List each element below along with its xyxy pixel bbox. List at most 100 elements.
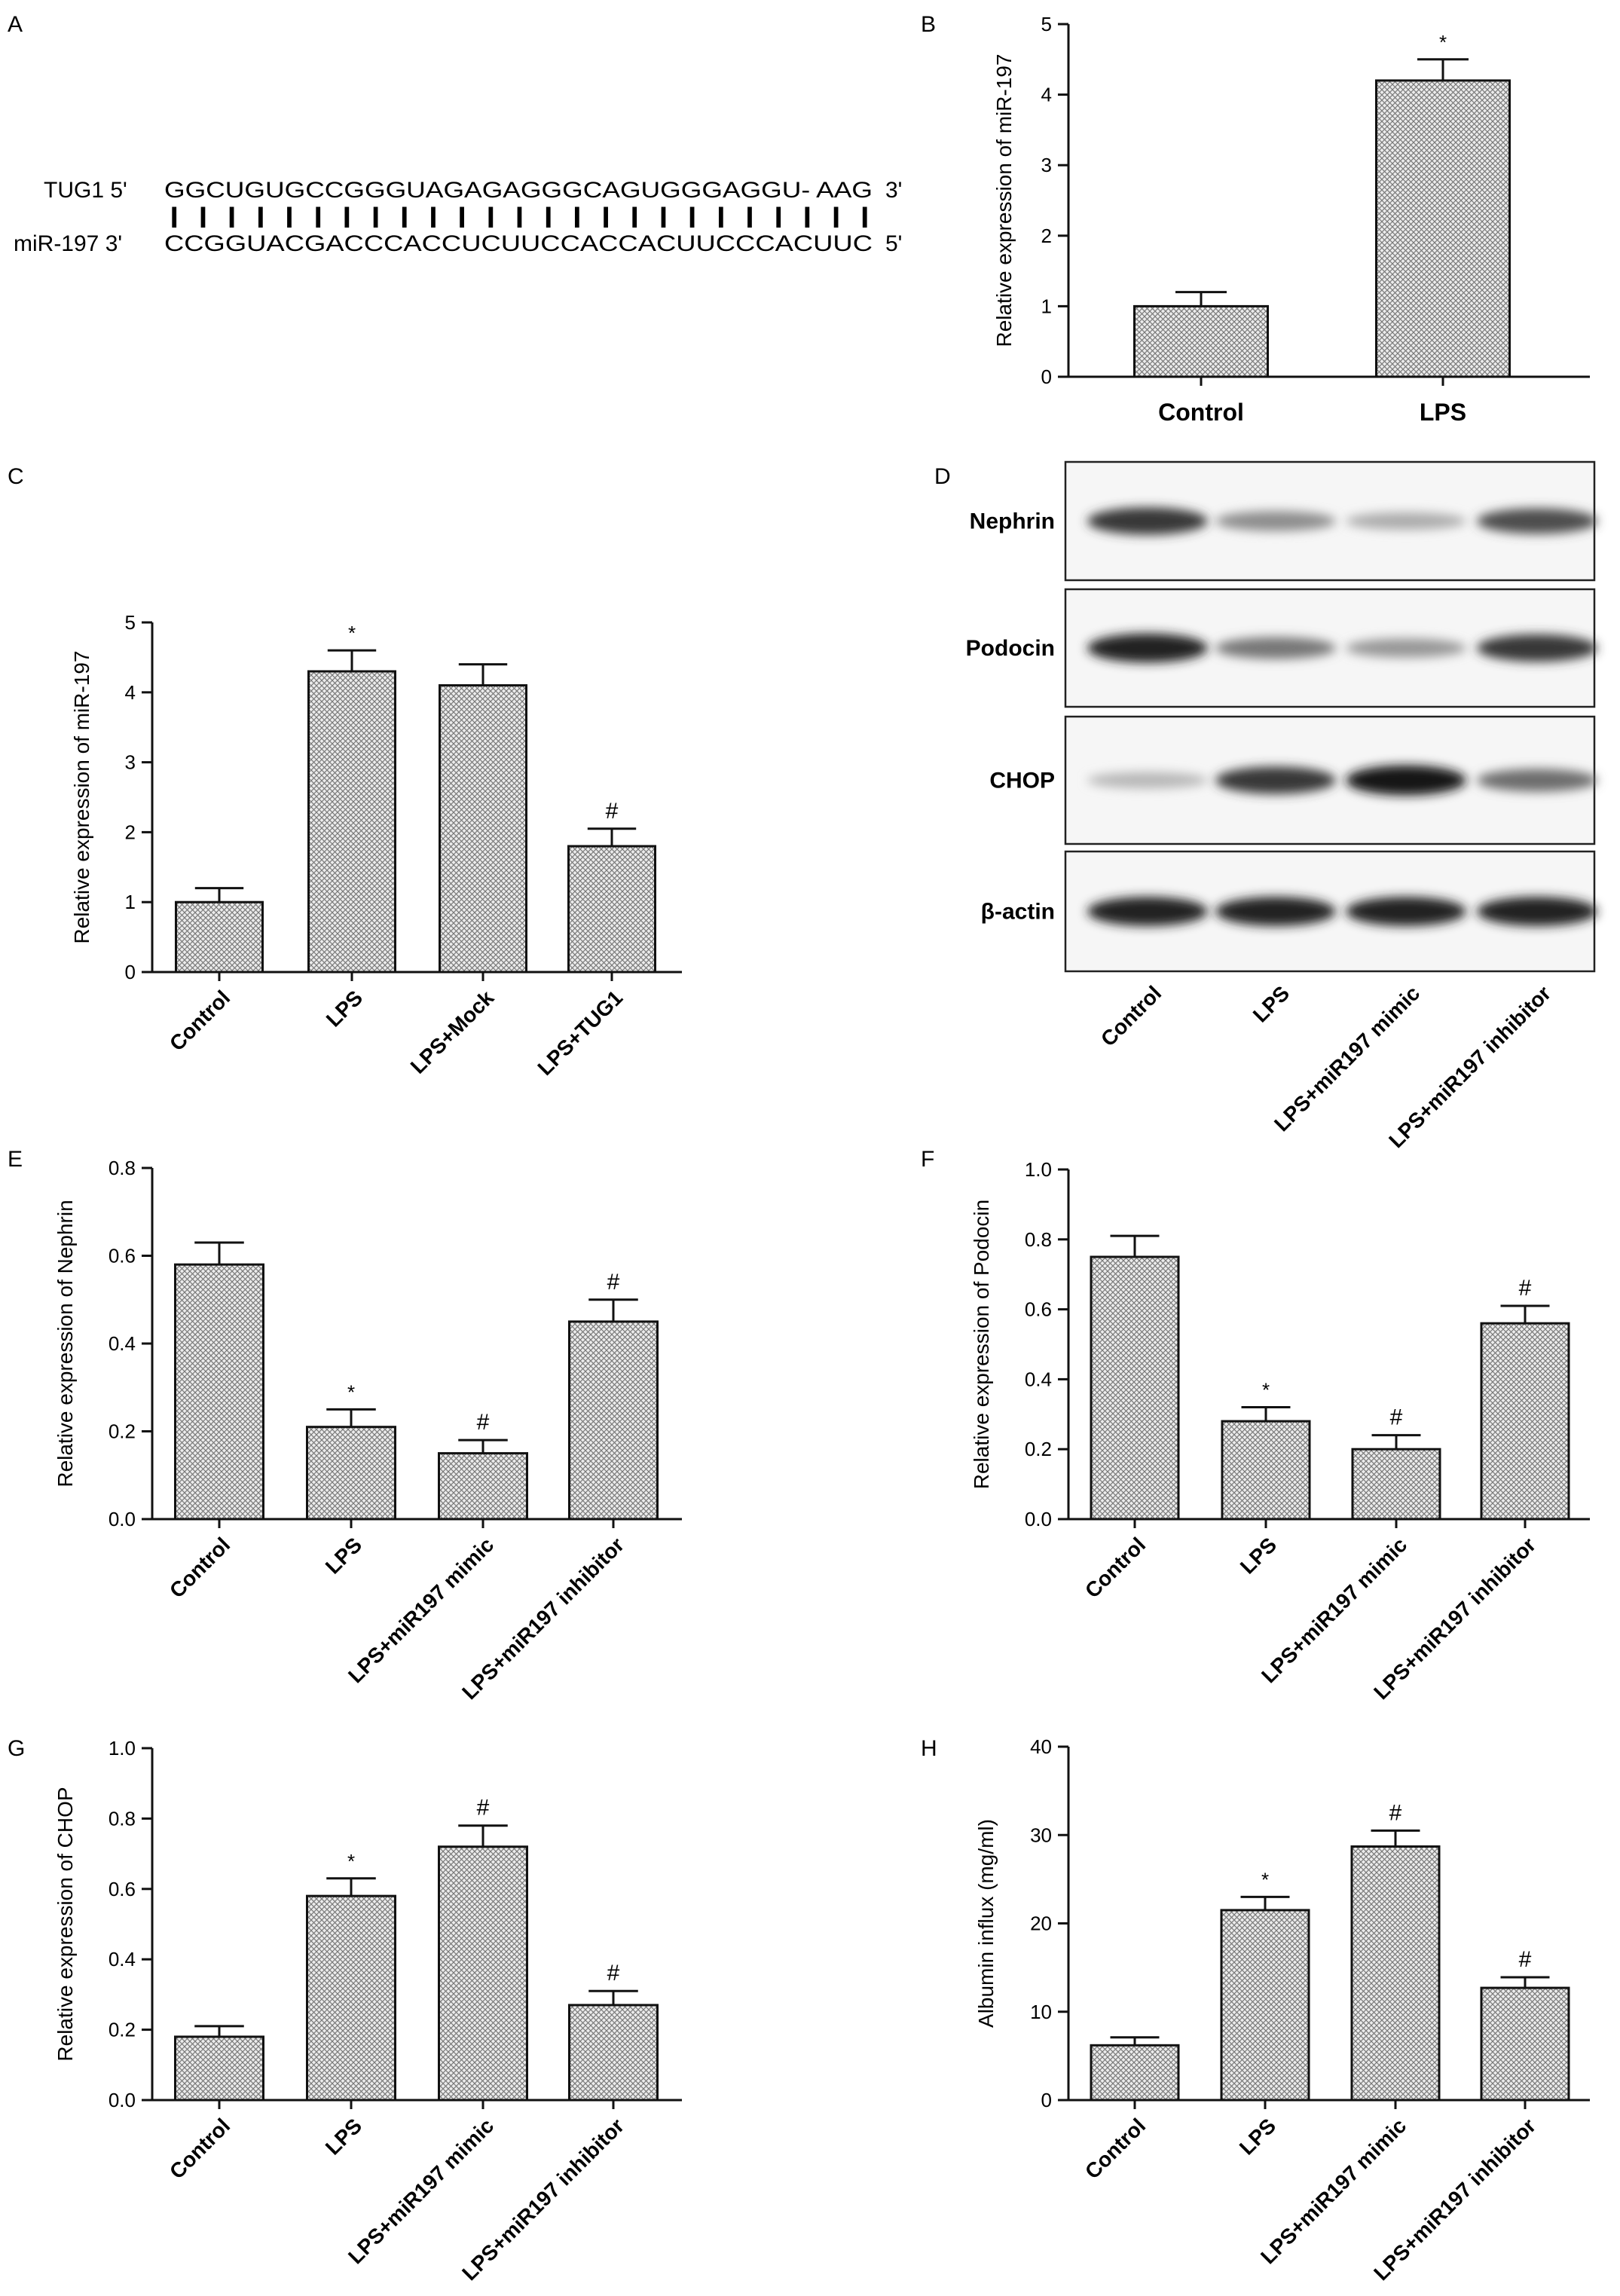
blot-band xyxy=(1215,897,1336,926)
significance-hash: # xyxy=(1519,1947,1532,1972)
pairing-marks: | | | | | | | | | | | | | | | | | | | | … xyxy=(167,203,872,228)
bar-lps-mir197-mimic xyxy=(1350,1845,1441,2102)
y-tick-label: 0.8 xyxy=(1025,1228,1052,1251)
y-axis-label: Relative expression of Podocin xyxy=(970,1200,993,1489)
panel-h-label: H xyxy=(921,1736,937,1761)
y-tick-label: 0 xyxy=(1041,2089,1052,2111)
blot-band xyxy=(1477,634,1597,662)
mir197-sequence: CCGGUACGACCCACCUCUUCCACCACUUCCCACUUC xyxy=(164,231,873,256)
y-tick-label: 0 xyxy=(1041,365,1052,388)
y-tick-label: 0.4 xyxy=(109,1332,136,1355)
x-tick-label: LPS+miR197 mimic xyxy=(1256,2114,1411,2268)
bar-lps xyxy=(1220,1909,1310,2102)
y-tick-label: 1.0 xyxy=(1025,1158,1052,1181)
lane-label: Control xyxy=(1096,981,1166,1050)
bar-lps xyxy=(1375,79,1511,378)
x-tick-label: LPS xyxy=(322,986,367,1031)
bar-lps-mock xyxy=(439,684,527,974)
y-tick-label: 3 xyxy=(125,751,136,774)
y-tick-label: 0.4 xyxy=(109,1948,136,1970)
significance-star: * xyxy=(347,1850,355,1873)
bar-lps-mir197-mimic xyxy=(438,1845,528,2102)
blot-band xyxy=(1215,766,1336,794)
tug1-name: TUG1 5' xyxy=(44,178,127,203)
blot-band xyxy=(1087,633,1208,663)
y-tick-label: 0 xyxy=(125,961,136,983)
blot-chop: CHOP xyxy=(989,715,1597,845)
x-tick-label: Control xyxy=(1081,2114,1150,2183)
blot-band xyxy=(1346,765,1466,796)
y-tick-label: 0.6 xyxy=(109,1878,136,1900)
blot-band xyxy=(1215,511,1336,531)
y-axis-label: Relative expression of miR-197 xyxy=(70,650,93,943)
y-axis-label: Relative expression of CHOP xyxy=(53,1787,77,2061)
blot-podocin: Podocin xyxy=(966,588,1597,708)
y-axis-label: Albumin influx (mg/ml) xyxy=(974,1819,998,2028)
y-tick-label: 0.0 xyxy=(1025,1508,1052,1530)
chart-b: B 0 1 2 3 4 5 Relative expression of miR-197 Con… xyxy=(921,12,1590,426)
chart-h: H 0 10 20 30 40 Albumin influx (mg/ml) Control *… xyxy=(921,1735,1590,2285)
y-tick-label: 0.6 xyxy=(1025,1298,1052,1321)
panel-c-label: C xyxy=(8,464,24,489)
bar-lps-mir197-inhibitor xyxy=(1480,1986,1570,2102)
x-tick-label: Control xyxy=(1158,399,1244,426)
y-tick-label: 0.0 xyxy=(109,2089,136,2111)
bar-lps-tug1 xyxy=(567,845,656,974)
blot-band xyxy=(1087,507,1208,535)
panel-a: A TUG1 5' GGCUGUGCCGGGUAGAGAGGGCAGUGGGAG… xyxy=(8,12,902,256)
bar-control xyxy=(174,2035,264,2102)
bar-lps xyxy=(306,1426,396,1521)
lane-label: LPS xyxy=(1249,981,1294,1026)
y-tick-label: 5 xyxy=(1041,13,1052,35)
y-tick-label: 2 xyxy=(1041,225,1052,247)
significance-star: * xyxy=(348,622,356,644)
mir197-end: 5' xyxy=(885,231,902,256)
panel-d-label: D xyxy=(934,464,951,489)
bar-control xyxy=(175,900,264,974)
blot-band xyxy=(1346,512,1466,530)
significance-hash: # xyxy=(606,799,619,824)
bar-control xyxy=(1133,304,1269,378)
x-tick-label: LPS+miR197 mimic xyxy=(1257,1533,1411,1687)
y-tick-label: 0.6 xyxy=(109,1245,136,1267)
panel-b-label: B xyxy=(921,12,936,37)
y-tick-label: 1.0 xyxy=(109,1737,136,1759)
y-tick-label: 0.2 xyxy=(109,1420,136,1443)
blot-band xyxy=(1477,769,1597,792)
bar-lps-mir197-inhibitor xyxy=(1480,1322,1570,1521)
x-tick-label: Control xyxy=(165,1533,234,1602)
x-tick-label: LPS xyxy=(1236,1533,1281,1578)
bar-lps xyxy=(1221,1420,1311,1521)
y-tick-label: 0.0 xyxy=(109,1508,136,1530)
blot-label: β-actin xyxy=(981,900,1055,925)
significance-hash: # xyxy=(607,1961,620,1986)
tug1-sequence: GGCUGUGCCGGGUAGAGAGGGCAGUGGGAGGU- AAG xyxy=(164,178,873,203)
y-tick-label: 40 xyxy=(1030,1735,1052,1758)
y-tick-label: 4 xyxy=(125,681,136,704)
mir197-name: miR-197 3' xyxy=(14,231,122,256)
blot-nephrin: Nephrin xyxy=(970,460,1597,582)
significance-hash: # xyxy=(477,1796,490,1821)
y-tick-label: 2 xyxy=(125,821,136,843)
blot-band xyxy=(1346,638,1466,658)
bar-lps-mir197-mimic xyxy=(1351,1448,1441,1521)
panel-g-label: G xyxy=(8,1736,25,1761)
x-tick-label: LPS xyxy=(1235,2114,1280,2159)
chart-f: F 0.0 0.2 0.4 0.6 0.8 1.0 Relative expression o… xyxy=(921,1147,1590,1704)
blot-band xyxy=(1477,508,1597,534)
significance-hash: # xyxy=(607,1270,620,1295)
y-tick-label: 0.8 xyxy=(109,1157,136,1179)
chart-e: E 0.0 0.2 0.4 0.6 0.8 Relative expression of N… xyxy=(8,1147,682,1704)
bar-lps-mir197-mimic xyxy=(438,1452,528,1521)
y-axis-label: Relative expression of miR-197 xyxy=(992,54,1016,347)
x-tick-label: LPS+miR197 mimic xyxy=(344,2114,498,2268)
y-tick-label: 0.8 xyxy=(109,1807,136,1830)
chart-c: C 0 1 2 3 4 5 Relative expression of miR-197 Con… xyxy=(8,464,682,1080)
y-tick-label: 10 xyxy=(1030,2001,1052,2023)
panel-f-label: F xyxy=(921,1147,934,1172)
blot-label: Nephrin xyxy=(970,509,1055,534)
significance-hash: # xyxy=(1389,1800,1402,1825)
y-axis-label: Relative expression of Nephrin xyxy=(53,1200,77,1487)
blot-band xyxy=(1087,772,1208,789)
y-tick-label: 1 xyxy=(125,891,136,913)
